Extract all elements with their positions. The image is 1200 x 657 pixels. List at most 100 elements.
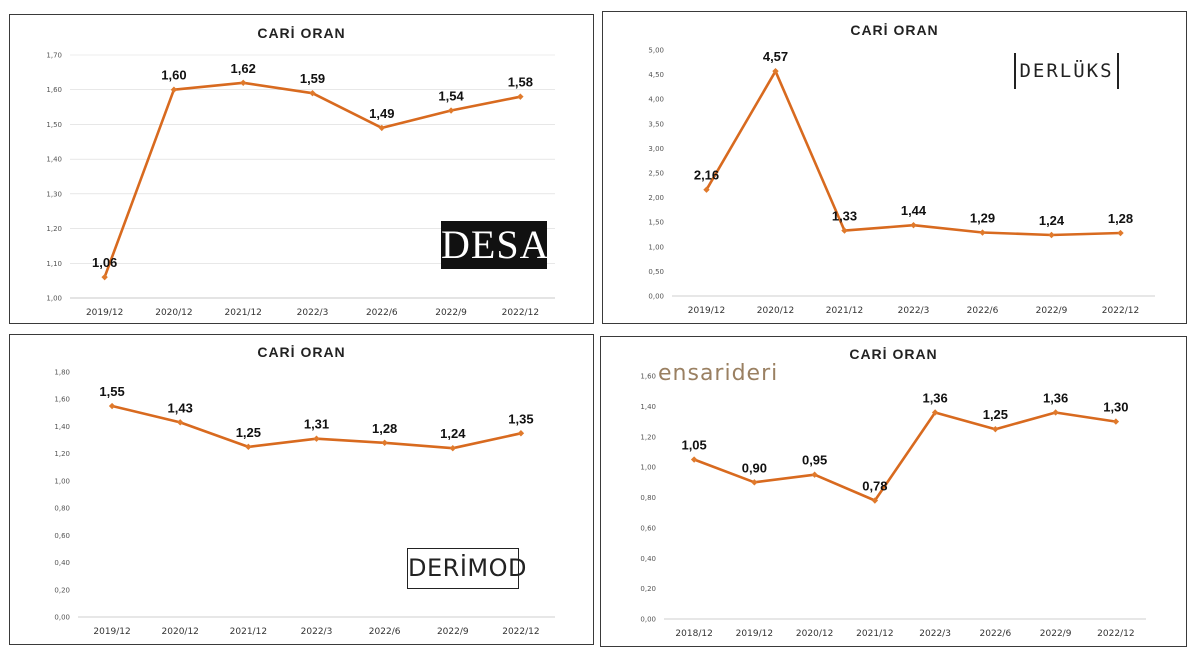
y-tick-label: 5,00 [648,47,664,55]
y-tick-label: 4,50 [648,71,664,79]
chart-panel-derluks: CARİ ORAN 0,00 0,50 1,00 1,50 2,00 2,50 3,00 3,… [602,11,1187,324]
chart-panel-desa: CARİ ORAN 1,00 1,10 1,20 1,30 1,40 1,50 1,60 1,… [9,14,594,324]
y-tick-label: 1,00 [640,464,656,472]
x-tick-label: 2019/12 [86,308,123,318]
y-tick-label: 1,20 [46,225,62,233]
y-tick-label: 0,80 [54,505,70,513]
data-point [751,479,758,486]
data-label: 0,78 [862,479,887,494]
x-tick-label: 2022/12 [502,627,539,637]
x-tick-label: 2019/12 [736,629,773,639]
data-label: 4,57 [763,49,788,64]
data-label: 2,16 [694,168,719,183]
data-label: 1,59 [300,71,325,86]
data-point [108,402,116,410]
data-point [1048,231,1055,239]
y-tick-label: 4,00 [648,96,664,104]
chart-title: CARİ ORAN [257,25,346,41]
data-label: 1,60 [161,68,186,83]
data-point [101,273,108,281]
data-label: 1,54 [438,89,464,104]
y-tick-label: 3,50 [648,120,664,128]
data-point [992,425,999,433]
data-point [170,86,178,93]
y-tick-label: 1,00 [46,295,62,303]
x-tick-label: 2022/6 [980,629,1012,639]
desa-logo: DESA [441,221,550,269]
y-tick-label: 1,50 [648,219,664,227]
data-label: 0,95 [802,453,827,468]
y-tick-label: 1,60 [54,396,70,404]
y-tick-label: 1,80 [54,369,70,377]
y-tick-label: 0,50 [648,268,664,276]
y-tick-label: 1,40 [46,156,62,164]
data-label: 1,49 [369,106,394,121]
data-point [1117,229,1124,237]
chart-title: CARİ ORAN [849,346,938,362]
y-tick-label: 0,60 [640,524,656,532]
y-tick-label: 1,40 [54,423,70,431]
data-point [703,186,710,193]
data-point [517,430,525,437]
x-tick-label: 2021/12 [225,308,262,318]
x-tick-label: 2022/6 [366,308,398,318]
data-point [447,107,455,114]
chart-title: CARİ ORAN [850,22,939,38]
x-tick-label: 2021/12 [826,306,863,316]
y-tick-label: 0,80 [640,494,656,502]
y-tick-label: 1,50 [46,121,62,129]
data-label: 1,33 [832,209,857,224]
x-tick-label: 2022/6 [967,306,999,316]
x-tick-label: 2022/12 [502,308,539,318]
data-point [931,409,939,416]
chart-panel-ensarideri: CARİ ORAN 0,00 0,20 0,40 0,60 0,80 1,00 1,20 1,… [600,336,1187,647]
derluks-logo: DERLÜKS [1014,53,1119,89]
x-tick-label: 2022/12 [1102,306,1139,316]
data-label: 1,35 [508,411,533,426]
x-tick-label: 2020/12 [162,627,199,637]
y-tick-label: 0,00 [640,616,656,624]
y-tick-label: 2,50 [648,170,664,178]
series-line [693,411,1117,502]
data-point [381,439,388,446]
y-tick-label: 0,00 [648,293,664,301]
line-chart-derluks: 0,00 0,50 1,00 1,50 2,00 2,50 3,00 3,50 4,00 4,50… [648,47,1155,316]
data-point [979,229,986,236]
data-label: 1,31 [304,417,329,432]
y-tick-label: 1,70 [46,52,62,60]
data-label: 1,43 [168,400,193,415]
x-tick-label: 2021/12 [230,627,267,637]
x-tick-label: 2022/6 [369,627,401,637]
y-tick-label: 1,00 [54,477,70,485]
data-point [690,456,698,463]
chart-title: CARİ ORAN [257,344,346,360]
data-label: 1,28 [1108,211,1133,226]
data-label: 1,25 [983,407,1008,422]
data-label: 0,90 [742,460,767,475]
y-tick-label: 1,10 [46,260,62,268]
x-tick-label: 2019/12 [688,306,725,316]
line-chart-ensarideri: 0,00 0,20 0,40 0,60 0,80 1,00 1,20 1,40 1,60 2018… [640,373,1146,639]
ensarideri-logo-text: ensarideri [658,361,779,386]
data-label: 1,25 [236,425,261,440]
ensarideri-logo: ensarideri [658,361,788,399]
x-tick-label: 2022/9 [435,308,467,318]
x-tick-label: 2020/12 [796,629,833,639]
data-point [841,227,848,234]
y-tick-label: 0,40 [640,555,656,563]
data-point [871,497,879,504]
y-tick-label: 0,20 [54,586,70,594]
data-point [517,93,524,100]
x-tick-label: 2018/12 [675,629,712,639]
y-tick-label: 0,00 [54,614,70,622]
x-tick-label: 2019/12 [93,627,130,637]
data-point [1052,409,1059,416]
y-tick-label: 0,40 [54,559,70,567]
x-tick-label: 2020/12 [757,306,794,316]
data-point [177,419,184,426]
x-tick-label: 2022/3 [919,629,951,639]
x-tick-label: 2022/9 [437,627,469,637]
x-tick-label: 2022/3 [898,306,930,316]
data-label: 1,05 [681,438,706,453]
y-tick-label: 1,30 [46,190,62,198]
